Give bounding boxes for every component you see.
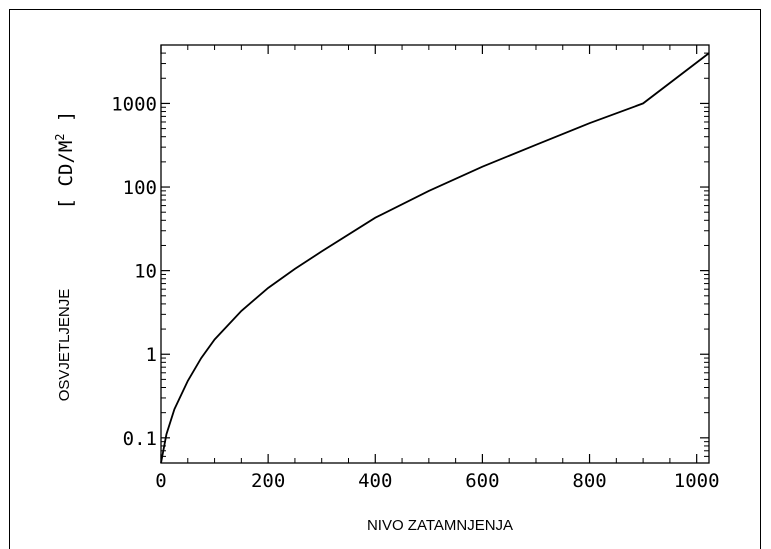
x-tick-labels: 0 200 400 600 800 1000 — [155, 470, 719, 492]
x-tick-label: 1000 — [674, 470, 720, 492]
y-unit-sup: 2 — [53, 134, 67, 141]
series-line — [160, 52, 710, 464]
x-tick-label: 0 — [155, 470, 166, 492]
x-tick-label: 800 — [572, 470, 606, 492]
y-axis-title: OSVJETLJENJE — [56, 289, 73, 402]
y-unit-open: [ CD/M — [55, 141, 77, 210]
x-tick-label: 400 — [358, 470, 392, 492]
y-tick-label: 1000 — [111, 93, 157, 115]
x-tick-label: 600 — [465, 470, 499, 492]
minor-ticks — [161, 44, 709, 464]
major-ticks — [160, 45, 709, 463]
x-tick-label: 200 — [251, 470, 285, 492]
y-unit-close: ] — [55, 111, 77, 134]
y-tick-labels: 0.1 1 10 100 1000 — [111, 93, 157, 449]
y-axis-unit: [ CD/M2 ] — [53, 111, 77, 210]
y-tick-label: 10 — [134, 261, 157, 283]
chart-frame — [9, 9, 761, 549]
plot-area-border — [160, 44, 710, 464]
y-tick-label: 0.1 — [123, 428, 157, 450]
y-tick-label: 1 — [146, 344, 157, 366]
y-tick-label: 100 — [123, 177, 157, 199]
x-axis-title: NIVO ZATAMNJENJA — [367, 517, 513, 534]
